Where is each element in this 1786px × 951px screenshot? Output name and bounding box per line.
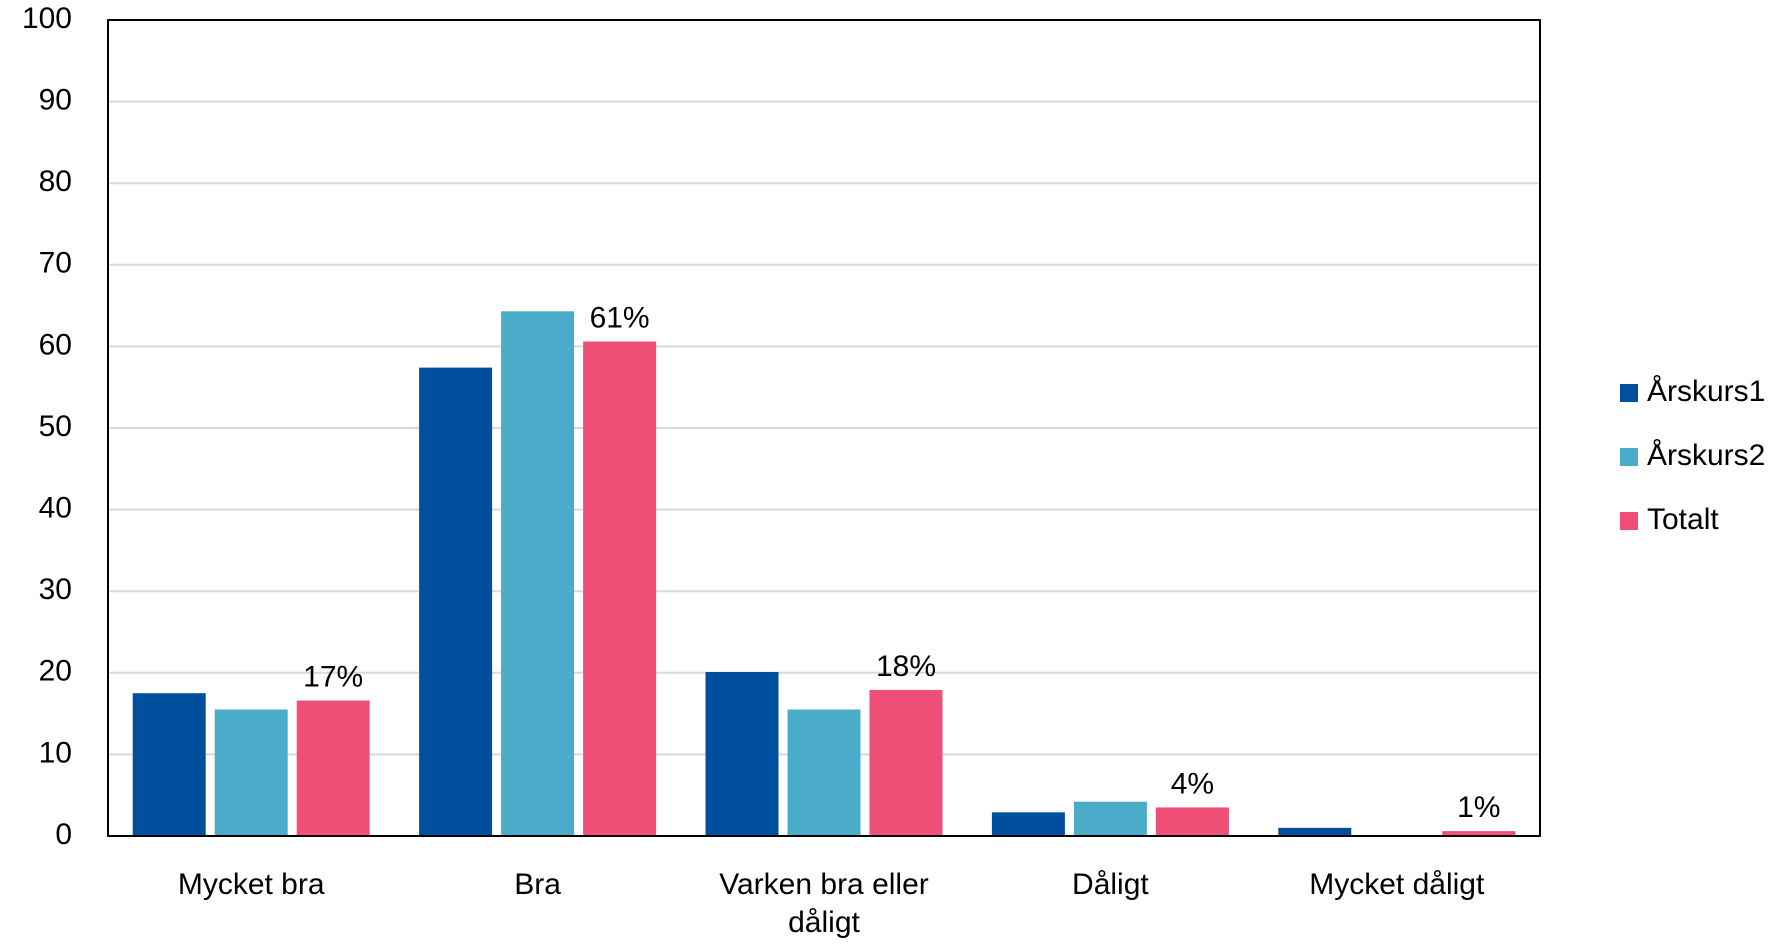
legend-label: Årskurs2 bbox=[1647, 439, 1765, 472]
legend-label: Årskurs1 bbox=[1647, 375, 1765, 408]
y-tick-label: 30 bbox=[39, 573, 72, 606]
x-tick-label: Mycket bra bbox=[177, 868, 325, 901]
bar bbox=[787, 709, 861, 836]
bar bbox=[991, 812, 1065, 836]
bar bbox=[214, 709, 288, 836]
legend-swatch bbox=[1620, 512, 1638, 530]
bar bbox=[132, 693, 206, 836]
y-tick-label: 60 bbox=[39, 328, 72, 361]
y-tick-label: 50 bbox=[39, 410, 72, 443]
bar bbox=[501, 311, 575, 836]
bar bbox=[419, 367, 493, 836]
legend-swatch bbox=[1620, 448, 1638, 466]
bar bbox=[1155, 807, 1229, 836]
bar bbox=[705, 671, 779, 836]
data-label: 18% bbox=[876, 650, 936, 683]
y-tick-label: 0 bbox=[55, 818, 72, 851]
y-tick-label: 20 bbox=[39, 655, 72, 688]
bar bbox=[1442, 831, 1516, 836]
y-tick-label: 80 bbox=[39, 165, 72, 198]
legend-swatch bbox=[1620, 384, 1638, 402]
y-tick-label: 10 bbox=[39, 736, 72, 769]
x-tick-label: Varken bra eller dåligt bbox=[719, 868, 929, 939]
plot-border bbox=[107, 19, 1541, 837]
bar bbox=[1278, 827, 1352, 836]
x-tick-label: Dåligt bbox=[1072, 868, 1149, 901]
y-tick-label: 90 bbox=[39, 84, 72, 117]
data-label: 61% bbox=[590, 301, 650, 334]
bar bbox=[1073, 801, 1147, 836]
data-label: 17% bbox=[303, 660, 363, 693]
bar bbox=[583, 341, 657, 836]
legend-label: Totalt bbox=[1647, 503, 1719, 536]
y-tick-label: 100 bbox=[22, 2, 72, 35]
bar bbox=[296, 700, 370, 836]
x-tick-label: Bra bbox=[514, 868, 561, 901]
x-tick-label: Mycket dåligt bbox=[1309, 868, 1485, 901]
data-label: 1% bbox=[1457, 791, 1500, 824]
y-tick-label: 40 bbox=[39, 492, 72, 525]
y-tick-label: 70 bbox=[39, 247, 72, 280]
data-label: 4% bbox=[1171, 767, 1214, 800]
bar bbox=[869, 689, 943, 836]
